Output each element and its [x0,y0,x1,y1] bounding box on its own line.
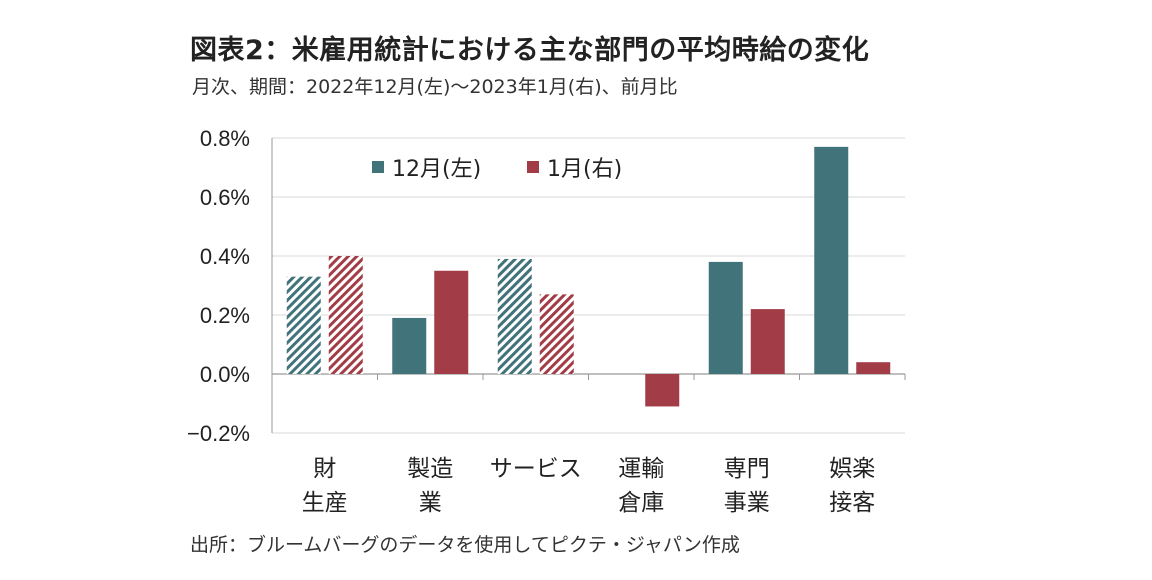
category-label: サービス [490,456,582,482]
y-tick-label: 0.2% [200,303,250,328]
bar-jan [750,309,785,374]
y-axis: 0.8% 0.6% 0.4% 0.2% 0.0% −0.2% [187,126,250,446]
bar-jan [856,362,891,374]
y-tick-label: 0.4% [200,244,250,269]
legend-swatch [527,161,539,173]
legend: 12月(左) 1月(右) [372,157,622,182]
gridlines [271,137,906,434]
bar-dec [392,317,427,374]
y-tick-label: 0.0% [200,362,250,387]
category-label: 娯楽 [829,456,875,482]
bar-jan [539,294,574,374]
bar-jan [434,270,469,374]
bars [286,146,891,407]
legend-label: 12月(左) [392,157,481,182]
legend-swatch [372,161,384,173]
category-label: 事業 [724,490,770,516]
bar-dec [286,276,321,374]
bar-dec [708,261,743,374]
category-label: 業 [419,490,442,516]
category-label: 倉庫 [618,490,664,516]
bar-dec [497,258,532,374]
chart-title: 図表2：米雇用統計における主な部門の平均時給の変化 [190,35,870,66]
legend-label: 1月(右) [547,157,622,182]
category-label: 財 [313,456,336,482]
bar-jan [328,256,363,374]
category-label: 製造 [407,456,453,482]
category-label: 接客 [829,490,875,516]
chart-subtitle: 月次、期間：2022年12月(左)～2023年1月(右)、前月比 [192,76,678,98]
category-label: 専門 [724,456,770,482]
y-tick-label: 0.8% [200,126,250,151]
source-note: 出所：ブルームバーグのデータを使用してピクテ・ジャパン作成 [190,534,740,556]
bar-dec [814,146,849,374]
bar-jan [645,374,680,407]
y-tick-label: 0.6% [200,185,250,210]
category-label: 生産 [302,490,348,516]
y-tick-label: −0.2% [187,421,250,446]
category-label: 運輸 [618,456,664,482]
